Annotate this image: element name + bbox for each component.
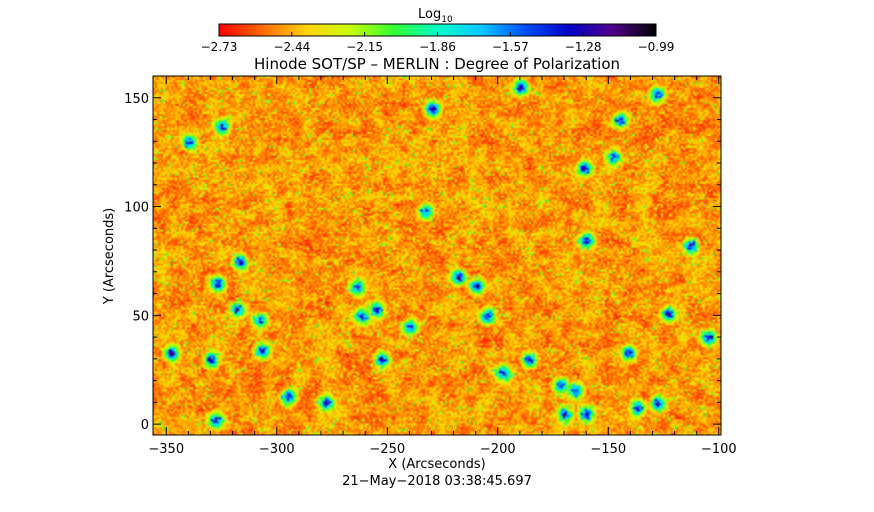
colorbar-label-main: Log: [418, 7, 441, 22]
x-tick-label: −250: [369, 442, 405, 457]
x-axis-ticks: −350 −300 −250 −200 −150 −100: [148, 76, 737, 457]
colorbar-tick-label: −1.57: [492, 40, 529, 54]
plot-area: −350 −300 −250 −200 −150 −100 0 50 100 150: [124, 75, 737, 457]
y-axis-ticks: 0 50 100 150: [124, 75, 721, 433]
colorbar-tick-label: −0.99: [638, 40, 675, 54]
x-tick-label: −300: [259, 442, 295, 457]
colorbar-tick-label: −1.86: [419, 40, 456, 54]
y-tick-label: 50: [132, 309, 149, 324]
chart-title: Hinode SOT/SP – MERLIN : Degree of Polar…: [254, 55, 620, 73]
y-tick-label: 150: [124, 92, 149, 107]
x-tick-label: −200: [480, 442, 516, 457]
plot-frame: [152, 75, 722, 436]
colorbar-label: Log10: [418, 7, 453, 25]
colorbar-tick-label: −2.73: [201, 40, 238, 54]
y-axis-label: Y (Arcseconds): [102, 208, 117, 305]
timestamp: 21−May−2018 03:38:45.697: [342, 474, 532, 489]
y-tick-label: 100: [124, 201, 149, 216]
colorbar-ticks: −2.73 −2.44 −2.15 −1.86 −1.57 −1.28 −0.99: [201, 32, 675, 54]
x-tick-label: −100: [701, 442, 737, 457]
colorbar-label-sub: 10: [441, 15, 453, 25]
x-tick-label: −350: [148, 442, 184, 457]
x-axis-label: X (Arcseconds): [388, 457, 485, 472]
colorbar: Log10 −2.73 −2.44 −2.15 −1.86 −1.57 −1.28 −0.9…: [201, 7, 675, 54]
colorbar-tick-label: −2.44: [273, 40, 310, 54]
colorbar-tick-label: −2.15: [346, 40, 383, 54]
colorbar-tick-label: −1.28: [565, 40, 602, 54]
polarization-map: [153, 76, 721, 435]
x-tick-label: −150: [590, 442, 626, 457]
y-tick-label: 0: [141, 418, 149, 433]
